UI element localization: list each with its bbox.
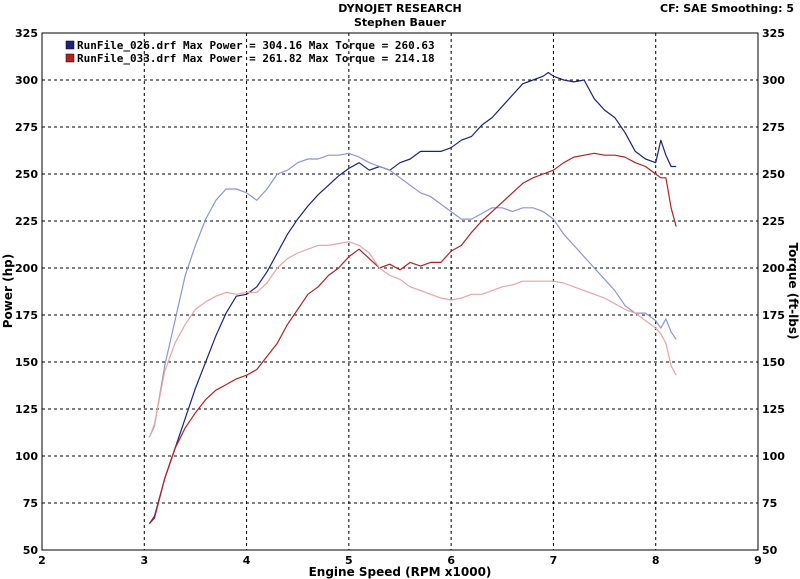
- x-tick-label: 7: [550, 554, 558, 567]
- x-tick-label: 5: [345, 554, 353, 567]
- y-axis-label-left: Power (hp): [1, 254, 15, 328]
- y-tick-label-left: 50: [23, 544, 39, 557]
- y-tick-label-left: 225: [15, 215, 38, 228]
- x-tick-label: 6: [447, 554, 455, 567]
- x-tick-label: 9: [754, 554, 762, 567]
- y-tick-label-left: 125: [15, 403, 38, 416]
- legend: RunFile_026.drf Max Power = 304.16 Max T…: [65, 39, 435, 65]
- y-tick-label-right: 200: [762, 262, 785, 275]
- series-line-torque-033: [148, 241, 677, 438]
- legend-swatch-blue: [65, 40, 75, 50]
- x-tick-label: 8: [652, 554, 660, 567]
- chart-subtitle: Stephen Bauer: [354, 16, 446, 29]
- y-tick-label-right: 100: [762, 450, 785, 463]
- y-tick-label-right: 175: [762, 309, 785, 322]
- chart-title: DYNOJET RESEARCH: [338, 2, 462, 15]
- legend-entry-2: RunFile_033.drf Max Power = 261.82 Max T…: [77, 52, 435, 65]
- x-tick-label: 4: [243, 554, 251, 567]
- series-line-torque-026: [148, 152, 677, 438]
- y-tick-label-right: 150: [762, 356, 785, 369]
- y-tick-label-right: 325: [762, 27, 785, 40]
- correction-smoothing-info: CF: SAE Smoothing: 5: [660, 2, 794, 15]
- series-line-power-026: [148, 71, 677, 525]
- data-lines: [148, 71, 677, 525]
- series-line-power-033: [148, 152, 677, 525]
- x-tick-label: 3: [140, 554, 148, 567]
- y-tick-label-left: 325: [15, 27, 38, 40]
- legend-swatch-red: [65, 53, 75, 63]
- grid: [42, 33, 758, 550]
- y-tick-label-right: 250: [762, 168, 785, 181]
- y-tick-label-right: 50: [762, 544, 778, 557]
- y-tick-label-left: 100: [15, 450, 38, 463]
- y-tick-label-left: 75: [23, 497, 38, 510]
- y-tick-label-left: 300: [15, 74, 38, 87]
- x-axis-label: Engine Speed (RPM x1000): [309, 565, 492, 579]
- y-tick-label-right: 300: [762, 74, 785, 87]
- y-axis-label-right: Torque (ft-lbs): [786, 243, 800, 340]
- plot-area: [41, 32, 759, 551]
- y-tick-label-left: 175: [15, 309, 38, 322]
- legend-entry-1: RunFile_026.drf Max Power = 304.16 Max T…: [77, 39, 435, 52]
- x-tick-label: 2: [38, 554, 46, 567]
- y-tick-label-left: 150: [15, 356, 38, 369]
- y-tick-label-right: 125: [762, 403, 785, 416]
- y-tick-label-left: 200: [15, 262, 38, 275]
- y-tick-label-right: 75: [762, 497, 777, 510]
- y-tick-label-right: 275: [762, 121, 785, 134]
- y-tick-label-left: 250: [15, 168, 38, 181]
- y-tick-label-left: 275: [15, 121, 38, 134]
- y-tick-label-right: 225: [762, 215, 785, 228]
